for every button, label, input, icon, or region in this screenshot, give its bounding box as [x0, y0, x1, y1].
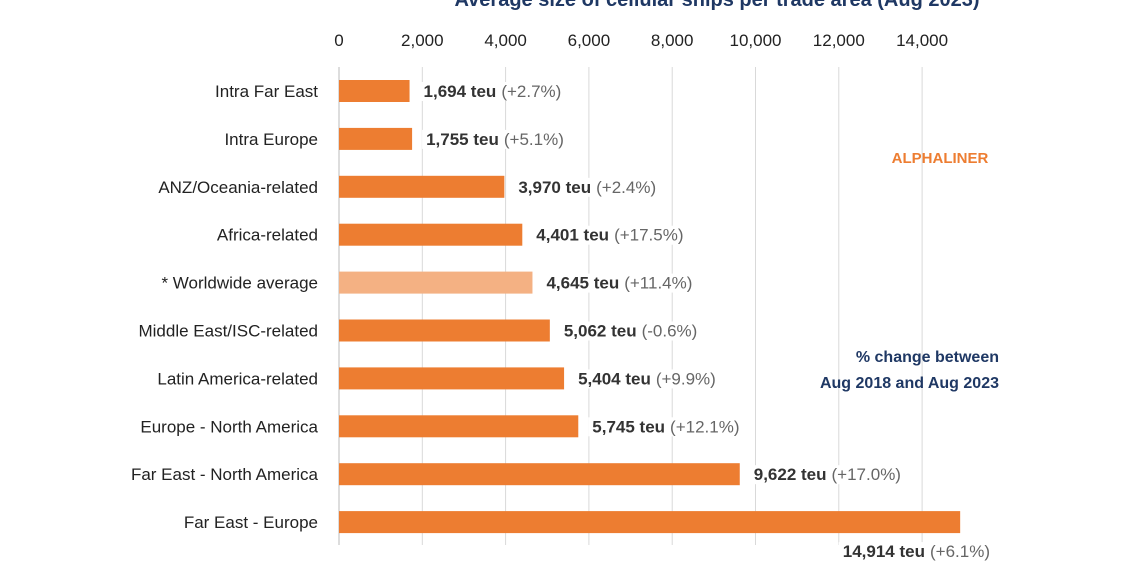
value-label: 5,062 teu (-0.6%): [564, 322, 698, 341]
value-label: 5,745 teu (+12.1%): [592, 417, 739, 436]
value-teu: 5,404 teu: [578, 369, 651, 388]
value-label: 1,694 teu (+2.7%): [424, 82, 562, 101]
value-teu: 1,755 teu: [426, 130, 499, 149]
bar: [339, 271, 533, 294]
value-label-bg: [749, 465, 905, 485]
value-change: (+12.1%): [670, 417, 739, 436]
bar: [339, 463, 740, 486]
value-label-bg: [422, 129, 568, 149]
value-change: (+17.0%): [832, 465, 901, 484]
chart-title: Average size of cellular ships per trade…: [454, 0, 979, 11]
bar: [339, 511, 961, 534]
value-label: 4,401 teu (+17.5%): [536, 226, 683, 245]
category-label: Middle East/ISC-related: [138, 322, 318, 341]
bar: [339, 319, 550, 342]
bar: [339, 223, 523, 246]
category-label: Africa-related: [217, 226, 318, 245]
category-label: Far East - Europe: [184, 513, 318, 532]
value-teu: 9,622 teu: [754, 465, 827, 484]
x-tick-label: 6,000: [568, 31, 611, 50]
x-tick-label: 2,000: [401, 31, 444, 50]
value-label: 9,622 teu (+17.0%): [754, 465, 901, 484]
value-label-bg: [574, 369, 720, 389]
value-change: (+5.1%): [504, 130, 564, 149]
value-label: 14,914 teu (+6.1%): [843, 542, 990, 561]
category-label: ANZ/Oceania-related: [158, 178, 318, 197]
brand-label: ALPHALINER: [892, 150, 989, 167]
value-change: (+2.4%): [596, 178, 656, 197]
value-label-bg: [559, 321, 702, 341]
x-tick-label: 10,000: [730, 31, 782, 50]
value-teu: 4,645 teu: [546, 274, 619, 293]
value-change: (+11.4%): [624, 274, 692, 293]
value-teu: 14,914 teu: [843, 542, 925, 561]
value-teu: 5,745 teu: [592, 417, 665, 436]
value-change: (-0.6%): [642, 322, 698, 341]
x-tick-label: 12,000: [813, 31, 865, 50]
x-tick-label: 8,000: [651, 31, 694, 50]
bar: [339, 367, 565, 390]
value-change: (+6.1%): [930, 542, 990, 561]
value-teu: 4,401 teu: [536, 226, 609, 245]
value-label-bg: [588, 417, 744, 437]
value-label: 1,755 teu (+5.1%): [426, 130, 564, 149]
category-label: Far East - North America: [131, 465, 319, 484]
category-label: Intra Europe: [224, 130, 318, 149]
bar: [339, 127, 413, 150]
category-label: Europe - North America: [140, 417, 318, 436]
value-teu: 3,970 teu: [518, 178, 591, 197]
category-label: * Worldwide average: [161, 274, 318, 293]
value-label: 3,970 teu (+2.4%): [518, 178, 656, 197]
value-teu: 1,694 teu: [424, 82, 497, 101]
value-label-bg: [542, 273, 697, 293]
value-change: (+17.5%): [614, 226, 683, 245]
value-label-bg: [532, 225, 688, 245]
value-label-bg: [514, 177, 661, 197]
x-tick-label: 4,000: [484, 31, 527, 50]
note-line-2: Aug 2018 and Aug 2023: [820, 375, 999, 392]
x-tick-label: 0: [334, 31, 343, 50]
category-label: Latin America-related: [157, 369, 318, 388]
value-label-bg: [419, 82, 566, 101]
value-label-bg: [838, 542, 994, 562]
note-line-1: % change between: [856, 349, 999, 366]
value-label: 4,645 teu (+11.4%): [546, 274, 692, 293]
value-teu: 5,062 teu: [564, 322, 637, 341]
value-label: 5,404 teu (+9.9%): [578, 369, 716, 388]
bar: [339, 175, 505, 198]
category-label: Intra Far East: [215, 82, 318, 101]
x-tick-label: 14,000: [896, 31, 948, 50]
value-change: (+9.9%): [656, 369, 716, 388]
bar: [339, 415, 579, 438]
value-change: (+2.7%): [501, 82, 561, 101]
bar: [339, 80, 410, 102]
